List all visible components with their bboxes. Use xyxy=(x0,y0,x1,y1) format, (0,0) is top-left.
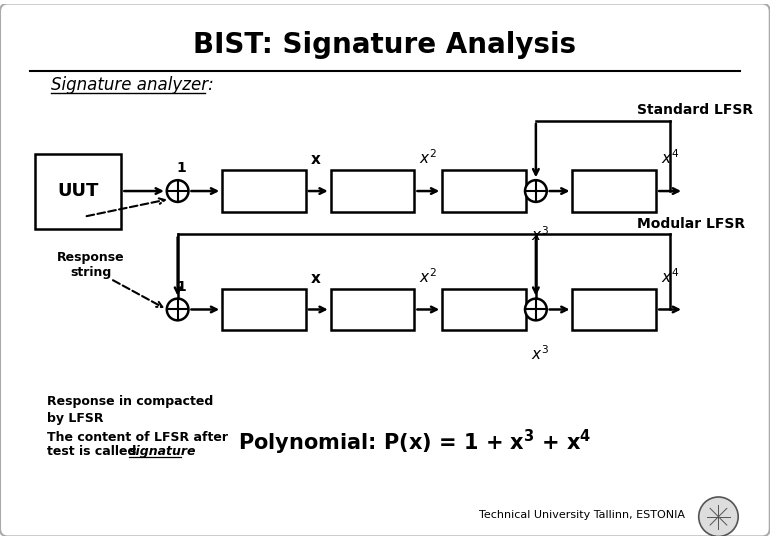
Text: UUT: UUT xyxy=(57,182,98,200)
Bar xyxy=(442,170,526,212)
Text: Technical University Tallinn, ESTONIA: Technical University Tallinn, ESTONIA xyxy=(479,510,686,519)
Circle shape xyxy=(167,180,189,202)
Bar xyxy=(222,170,306,212)
Text: $x^3$: $x^3$ xyxy=(531,226,549,244)
Bar xyxy=(573,170,656,212)
Text: Modular LFSR: Modular LFSR xyxy=(636,217,745,231)
Text: $x^3$: $x^3$ xyxy=(531,344,549,363)
Bar xyxy=(34,153,122,228)
Text: $x^4$: $x^4$ xyxy=(661,148,679,167)
Text: test is called: test is called xyxy=(48,444,141,458)
Bar xyxy=(573,289,656,330)
Text: x: x xyxy=(311,271,321,286)
Text: x: x xyxy=(311,152,321,167)
Text: Polynomial: P(x) = 1 + $\mathbf{x^3}$ + $\mathbf{x^4}$: Polynomial: P(x) = 1 + $\mathbf{x^3}$ + … xyxy=(238,428,591,457)
Text: Signature analyzer:: Signature analyzer: xyxy=(51,77,214,94)
Text: BIST: Signature Analysis: BIST: Signature Analysis xyxy=(193,31,576,59)
Circle shape xyxy=(525,299,547,320)
Text: Response in compacted
by LFSR: Response in compacted by LFSR xyxy=(48,395,214,426)
Circle shape xyxy=(525,180,547,202)
Bar xyxy=(331,170,414,212)
Bar xyxy=(442,289,526,330)
Text: The content of LFSR after: The content of LFSR after xyxy=(48,431,229,444)
Text: $x^2$: $x^2$ xyxy=(420,148,438,167)
Bar xyxy=(222,289,306,330)
Circle shape xyxy=(699,497,738,536)
Circle shape xyxy=(167,299,189,320)
Text: Standard LFSR: Standard LFSR xyxy=(636,103,753,117)
Bar xyxy=(331,289,414,330)
Text: signature: signature xyxy=(129,444,197,458)
FancyBboxPatch shape xyxy=(0,4,770,536)
Text: Response
string: Response string xyxy=(57,251,125,279)
Text: $x^4$: $x^4$ xyxy=(661,267,679,286)
Text: 1: 1 xyxy=(177,280,186,294)
Text: $x^2$: $x^2$ xyxy=(420,267,438,286)
Text: 1: 1 xyxy=(177,161,186,176)
